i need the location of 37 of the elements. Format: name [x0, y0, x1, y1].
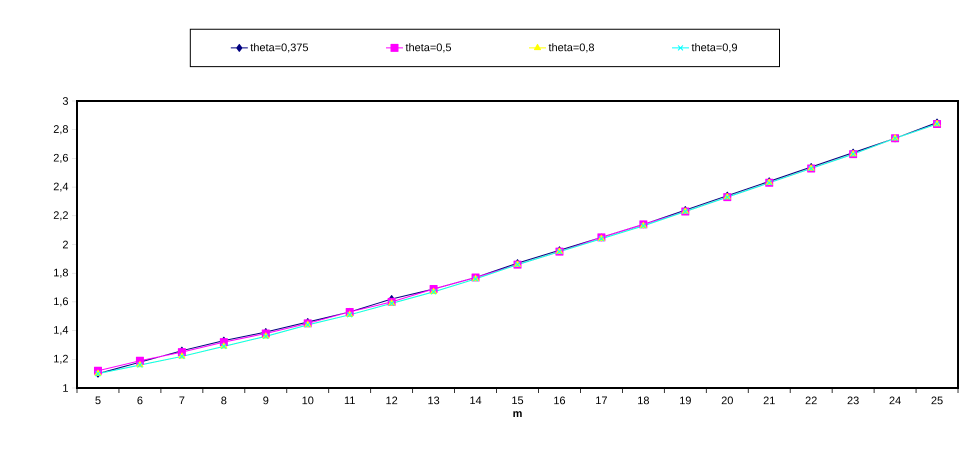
- x-tick-label: 12: [386, 396, 398, 404]
- x-tick-label: 11: [344, 396, 355, 404]
- y-tick-label: 2,2: [54, 211, 68, 220]
- y-tick-label: 2,4: [54, 182, 68, 192]
- y-tick-label: 1,4: [54, 326, 68, 336]
- y-tick-label: 1,2: [54, 354, 68, 364]
- legend-label: theta=0,8: [548, 43, 594, 53]
- y-tick-label: 2: [62, 240, 68, 248]
- legend-label: theta=0,9: [692, 43, 737, 53]
- y-tick-label: 1,6: [54, 297, 68, 306]
- y-tick-label: 1,8: [54, 268, 68, 278]
- x-tick-label: 6: [137, 396, 142, 404]
- legend-label: theta=0,375: [250, 43, 308, 53]
- x-tick-label: 5: [95, 396, 101, 404]
- y-tick-label: 3: [62, 97, 68, 105]
- x-tick-label: 16: [554, 396, 566, 404]
- x-tick-label: 18: [638, 396, 649, 404]
- legend-label: theta=0,5: [406, 43, 452, 53]
- x-tick-label: 24: [890, 396, 901, 404]
- x-tick-label: 9: [263, 396, 268, 404]
- x-tick-label: 19: [680, 396, 691, 404]
- x-axis-title: m: [513, 411, 522, 418]
- x-tick-label: 13: [428, 396, 440, 404]
- x-tick-label: 8: [221, 396, 226, 404]
- y-tick-label: 1: [63, 384, 68, 392]
- x-tick-label: 7: [179, 396, 184, 404]
- x-tick-label: 22: [806, 396, 817, 404]
- y-tick-label: 2,8: [54, 125, 68, 134]
- x-tick-label: 20: [722, 396, 733, 404]
- y-tick-label: 2,6: [54, 154, 68, 163]
- x-tick-label: 14: [470, 396, 482, 404]
- x-tick-label: 10: [302, 396, 314, 404]
- x-tick-label: 25: [931, 396, 943, 404]
- x-tick-label: 21: [764, 396, 775, 404]
- x-tick-label: 23: [848, 396, 859, 404]
- x-tick-label: 17: [596, 396, 607, 404]
- x-tick-label: 15: [512, 396, 524, 404]
